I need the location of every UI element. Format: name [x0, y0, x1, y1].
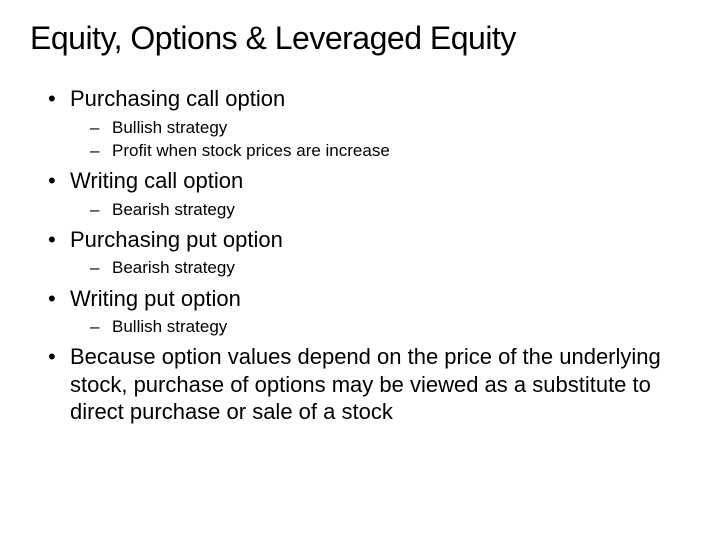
list-item-text: Writing call option	[70, 167, 690, 195]
dash-icon: –	[90, 140, 112, 161]
list-item-text: Writing put option	[70, 285, 690, 313]
list-subitem-text: Bullish strategy	[112, 316, 690, 337]
list-item-text: Purchasing call option	[70, 85, 690, 113]
list-item-text: Because option values depend on the pric…	[70, 343, 690, 426]
dash-icon: –	[90, 316, 112, 337]
list-item-text: Purchasing put option	[70, 226, 690, 254]
list-subitem-text: Profit when stock prices are increase	[112, 140, 690, 161]
dash-icon: –	[90, 257, 112, 278]
dash-icon: –	[90, 117, 112, 138]
slide-title: Equity, Options & Leveraged Equity	[30, 20, 690, 57]
list-subitem: – Profit when stock prices are increase	[90, 140, 690, 161]
slide-body: • Purchasing call option – Bullish strat…	[30, 85, 690, 426]
list-subitem: – Bearish strategy	[90, 257, 690, 278]
dash-icon: –	[90, 199, 112, 220]
list-subitem: – Bullish strategy	[90, 316, 690, 337]
bullet-icon: •	[42, 85, 70, 113]
list-item: • Because option values depend on the pr…	[42, 343, 690, 426]
bullet-icon: •	[42, 226, 70, 254]
list-item: • Writing put option	[42, 285, 690, 313]
list-subitem: – Bullish strategy	[90, 117, 690, 138]
list-item: • Purchasing put option	[42, 226, 690, 254]
bullet-icon: •	[42, 343, 70, 371]
list-subitem-text: Bullish strategy	[112, 117, 690, 138]
list-subitem: – Bearish strategy	[90, 199, 690, 220]
list-item: • Purchasing call option	[42, 85, 690, 113]
bullet-icon: •	[42, 167, 70, 195]
list-item: • Writing call option	[42, 167, 690, 195]
list-subitem-text: Bearish strategy	[112, 199, 690, 220]
list-subitem-text: Bearish strategy	[112, 257, 690, 278]
bullet-icon: •	[42, 285, 70, 313]
